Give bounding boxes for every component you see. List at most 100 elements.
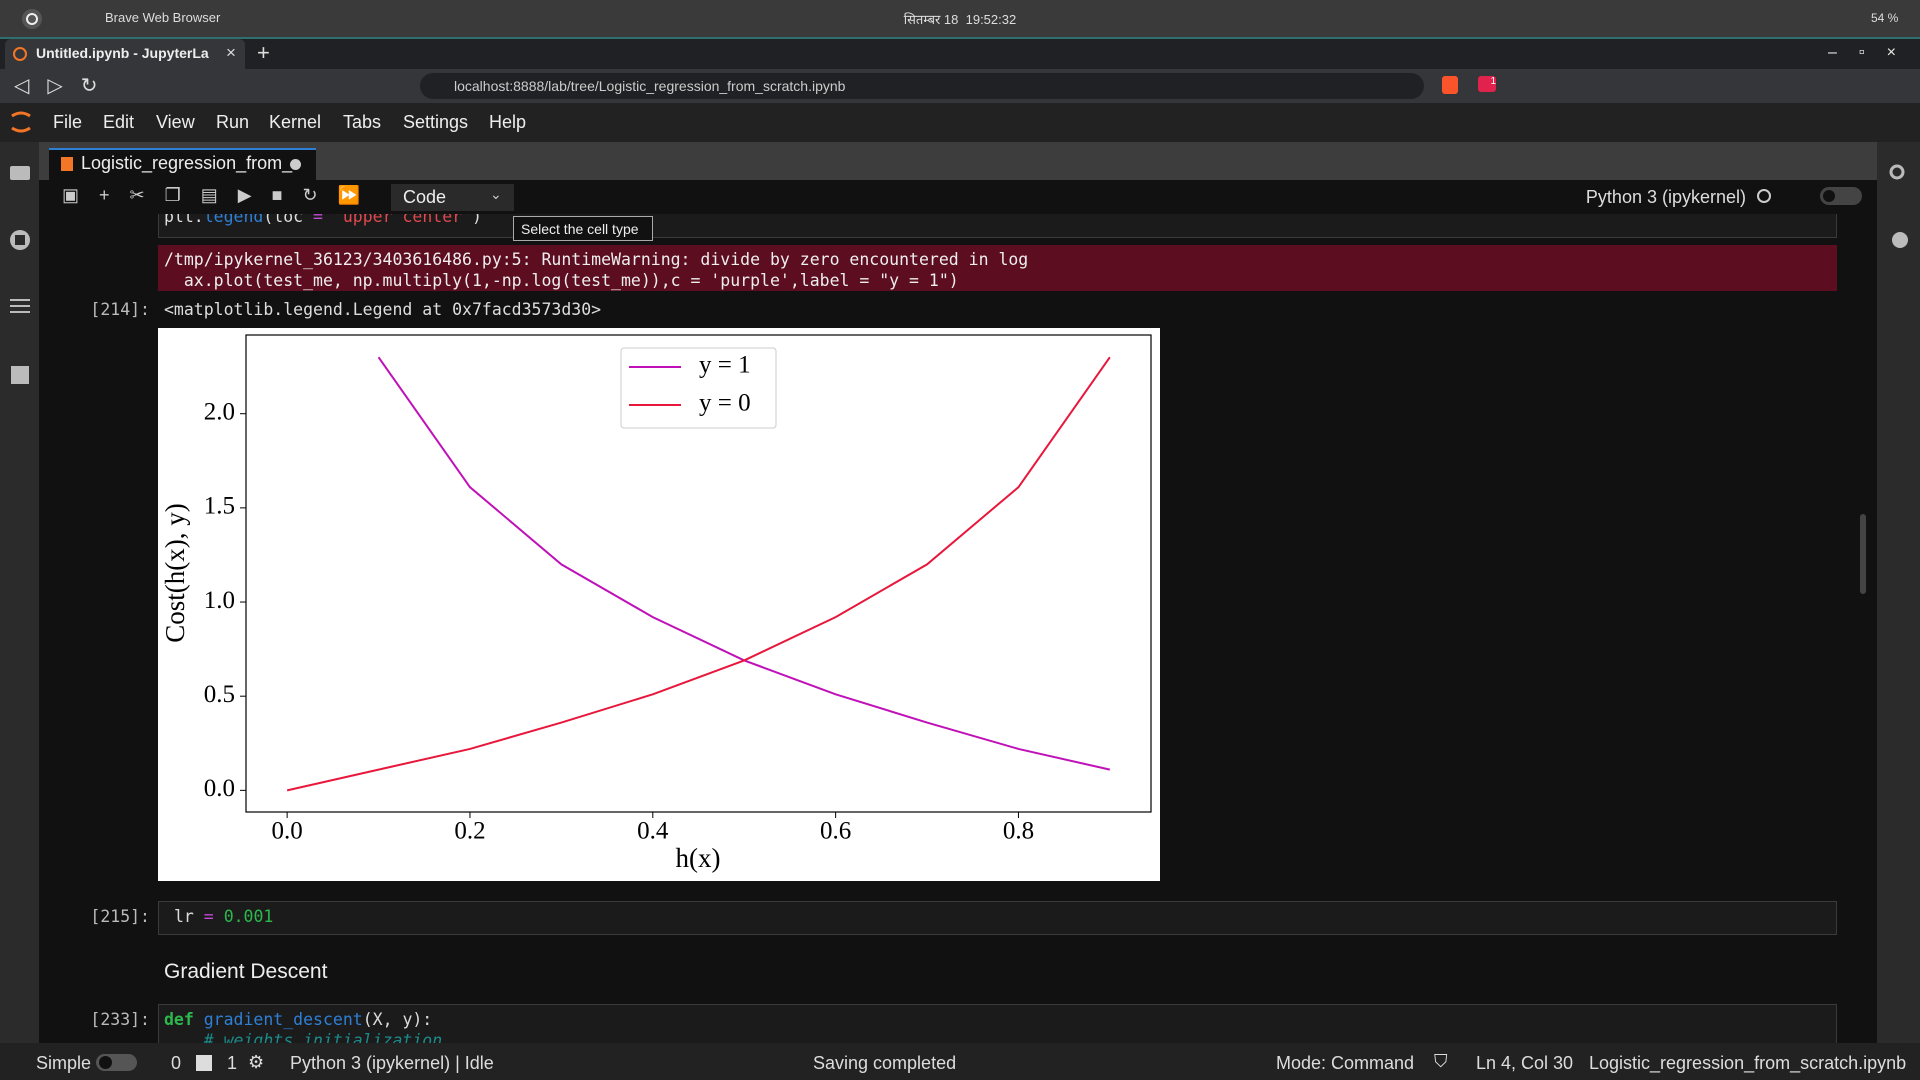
code-cell[interactable] bbox=[158, 1004, 1837, 1043]
y-tick-label: 2.0 bbox=[204, 398, 235, 425]
notebook-tab-bar bbox=[39, 142, 1877, 180]
menu-item[interactable]: Settings bbox=[403, 112, 469, 132]
x-tick-label: 0.2 bbox=[454, 818, 485, 845]
x-tick-label: 0.0 bbox=[272, 818, 303, 845]
toolbar-buttons[interactable]: ▣+✂❐▤▶■↻⏩ bbox=[62, 185, 380, 205]
output-text: <matplotlib.legend.Legend at 0x7facd3573… bbox=[164, 300, 602, 319]
status-kernels[interactable]: 1 bbox=[227, 1053, 238, 1073]
menu-item[interactable]: Edit bbox=[103, 112, 135, 132]
dropdown-arrow[interactable]: ⌄ bbox=[490, 186, 502, 202]
status-bar bbox=[0, 1043, 1920, 1080]
code-cell[interactable] bbox=[158, 214, 1837, 238]
token: = bbox=[303, 214, 333, 226]
kernel-name[interactable]: Python 3 (ipykernel) bbox=[1585, 187, 1746, 207]
kernel-icon: ⚙ bbox=[248, 1052, 265, 1072]
code-line: lr = 0.001 bbox=[174, 907, 273, 926]
tab-bar bbox=[0, 39, 1920, 69]
menu-item[interactable]: Tabs bbox=[343, 112, 382, 132]
token bbox=[194, 1010, 204, 1029]
url-box[interactable] bbox=[420, 73, 1424, 99]
y-tick-label: 0.5 bbox=[204, 681, 235, 708]
axes-frame bbox=[245, 334, 1152, 813]
code-line: # weights initialization bbox=[164, 1031, 443, 1043]
menu-item[interactable]: View bbox=[156, 112, 195, 132]
token: plt. bbox=[164, 214, 204, 226]
brave-shield[interactable] bbox=[1442, 76, 1458, 94]
window-controls[interactable]: –▫× bbox=[1828, 44, 1918, 61]
nav-buttons[interactable]: ◁▷↻ bbox=[14, 75, 116, 97]
os-bar bbox=[0, 0, 1920, 39]
rewards-badge[interactable]: 1 bbox=[1478, 76, 1496, 92]
code-line: plt.legend(loc = 'upper center') bbox=[164, 214, 482, 226]
cell-type[interactable]: Code bbox=[403, 187, 447, 207]
url[interactable]: localhost:8888/lab/tree/Logistic_regress… bbox=[454, 78, 846, 94]
status-mode-switch[interactable]: Simple bbox=[36, 1053, 92, 1073]
code-line: def gradient_descent(X, y): bbox=[164, 1010, 432, 1029]
notebook-area: plt.legend(loc = 'upper center') /tmp/ip… bbox=[49, 214, 1877, 1043]
input-prompt: [215]: bbox=[90, 907, 150, 926]
stderr-line: ax.plot(test_me, np.multiply(1,-np.log(t… bbox=[164, 271, 959, 290]
status-file[interactable]: Logistic_regression_from_scratch.ipynb bbox=[1589, 1053, 1907, 1073]
menu-item[interactable]: Help bbox=[489, 112, 527, 132]
menu-item[interactable]: File bbox=[53, 112, 83, 132]
stderr-line: /tmp/ipykernel_36123/3403616486.py:5: Ru… bbox=[164, 250, 1029, 269]
x-axis-label: h(x) bbox=[676, 843, 721, 873]
y-tick-label: 0.0 bbox=[204, 775, 235, 802]
series-line bbox=[286, 356, 1111, 792]
token: (X, y): bbox=[362, 1010, 433, 1029]
x-tick-label: 0.8 bbox=[1003, 818, 1034, 845]
simple-toggle[interactable] bbox=[96, 1054, 137, 1071]
new-tab[interactable]: + bbox=[257, 40, 270, 65]
token: def bbox=[164, 1010, 194, 1029]
menu-bar bbox=[0, 103, 1920, 142]
tab-icon bbox=[13, 47, 27, 61]
sidebar-icons[interactable] bbox=[8, 160, 32, 420]
notebook-tab[interactable] bbox=[49, 148, 316, 180]
token: legend bbox=[203, 214, 264, 226]
toggle-knob bbox=[99, 1056, 112, 1069]
tab-title[interactable]: Untitled.ipynb - JupyterLa bbox=[36, 45, 209, 61]
browser-tab[interactable] bbox=[5, 39, 245, 69]
status-mode[interactable]: Mode: Command bbox=[1276, 1053, 1415, 1073]
code-cell[interactable] bbox=[158, 901, 1837, 935]
status-terminals[interactable]: 0 bbox=[171, 1053, 182, 1073]
clock[interactable]: सितम्बर 18 19:52:32 bbox=[903, 12, 1017, 27]
status-message: Saving completed bbox=[813, 1053, 957, 1073]
right-sidebar-icons[interactable] bbox=[1889, 162, 1911, 252]
cell-type-select[interactable] bbox=[391, 184, 514, 211]
debugger-toggle[interactable] bbox=[1820, 187, 1862, 205]
app-name[interactable]: Brave Web Browser bbox=[105, 10, 221, 25]
notebook-icon bbox=[61, 157, 73, 171]
status-cursor[interactable]: Ln 4, Col 30 bbox=[1476, 1053, 1574, 1073]
token: lr bbox=[174, 907, 194, 926]
status-kernel-status[interactable]: Python 3 (ipykernel) | Idle bbox=[290, 1053, 494, 1073]
token: ) bbox=[472, 214, 482, 226]
terminal-icon bbox=[196, 1055, 212, 1071]
scrollbar[interactable] bbox=[1860, 514, 1866, 594]
x-tick-label: 0.6 bbox=[820, 818, 851, 845]
notebook-tab-title[interactable]: Logistic_regression_from_ bbox=[81, 153, 293, 173]
battery[interactable]: 54 % bbox=[1871, 11, 1899, 25]
y-tick-label: 1.5 bbox=[204, 493, 235, 520]
shield-icon: ⛉ bbox=[1434, 1051, 1448, 1071]
token: 0.001 bbox=[223, 907, 274, 926]
unsaved-dot[interactable] bbox=[290, 159, 301, 170]
y-axis-label: Cost(h(x), y) bbox=[160, 503, 190, 642]
token: 'upper center' bbox=[332, 214, 472, 226]
output-prompt: [214]: bbox=[90, 300, 150, 319]
kernel-status bbox=[1757, 189, 1771, 203]
activities-icon[interactable] bbox=[20, 7, 44, 31]
left-sidebar bbox=[0, 142, 39, 1043]
stderr-output bbox=[158, 245, 1837, 291]
right-sidebar bbox=[1877, 142, 1920, 1043]
menu-item[interactable]: Kernel bbox=[269, 112, 322, 132]
close-tab[interactable]: × bbox=[226, 43, 236, 62]
input-prompt: [233]: bbox=[90, 1010, 150, 1029]
x-tick-label: 0.4 bbox=[637, 818, 669, 845]
toggle-knob bbox=[1823, 190, 1835, 202]
menu-item[interactable]: Run bbox=[216, 112, 250, 132]
plot: h(x) Cost(h(x), y) 0.0 0.2 0.4 0.6 0.8 0.0 0.5… bbox=[158, 328, 1160, 881]
markdown-heading: Gradient Descent bbox=[164, 960, 328, 983]
token: gradient_descent bbox=[203, 1010, 363, 1029]
